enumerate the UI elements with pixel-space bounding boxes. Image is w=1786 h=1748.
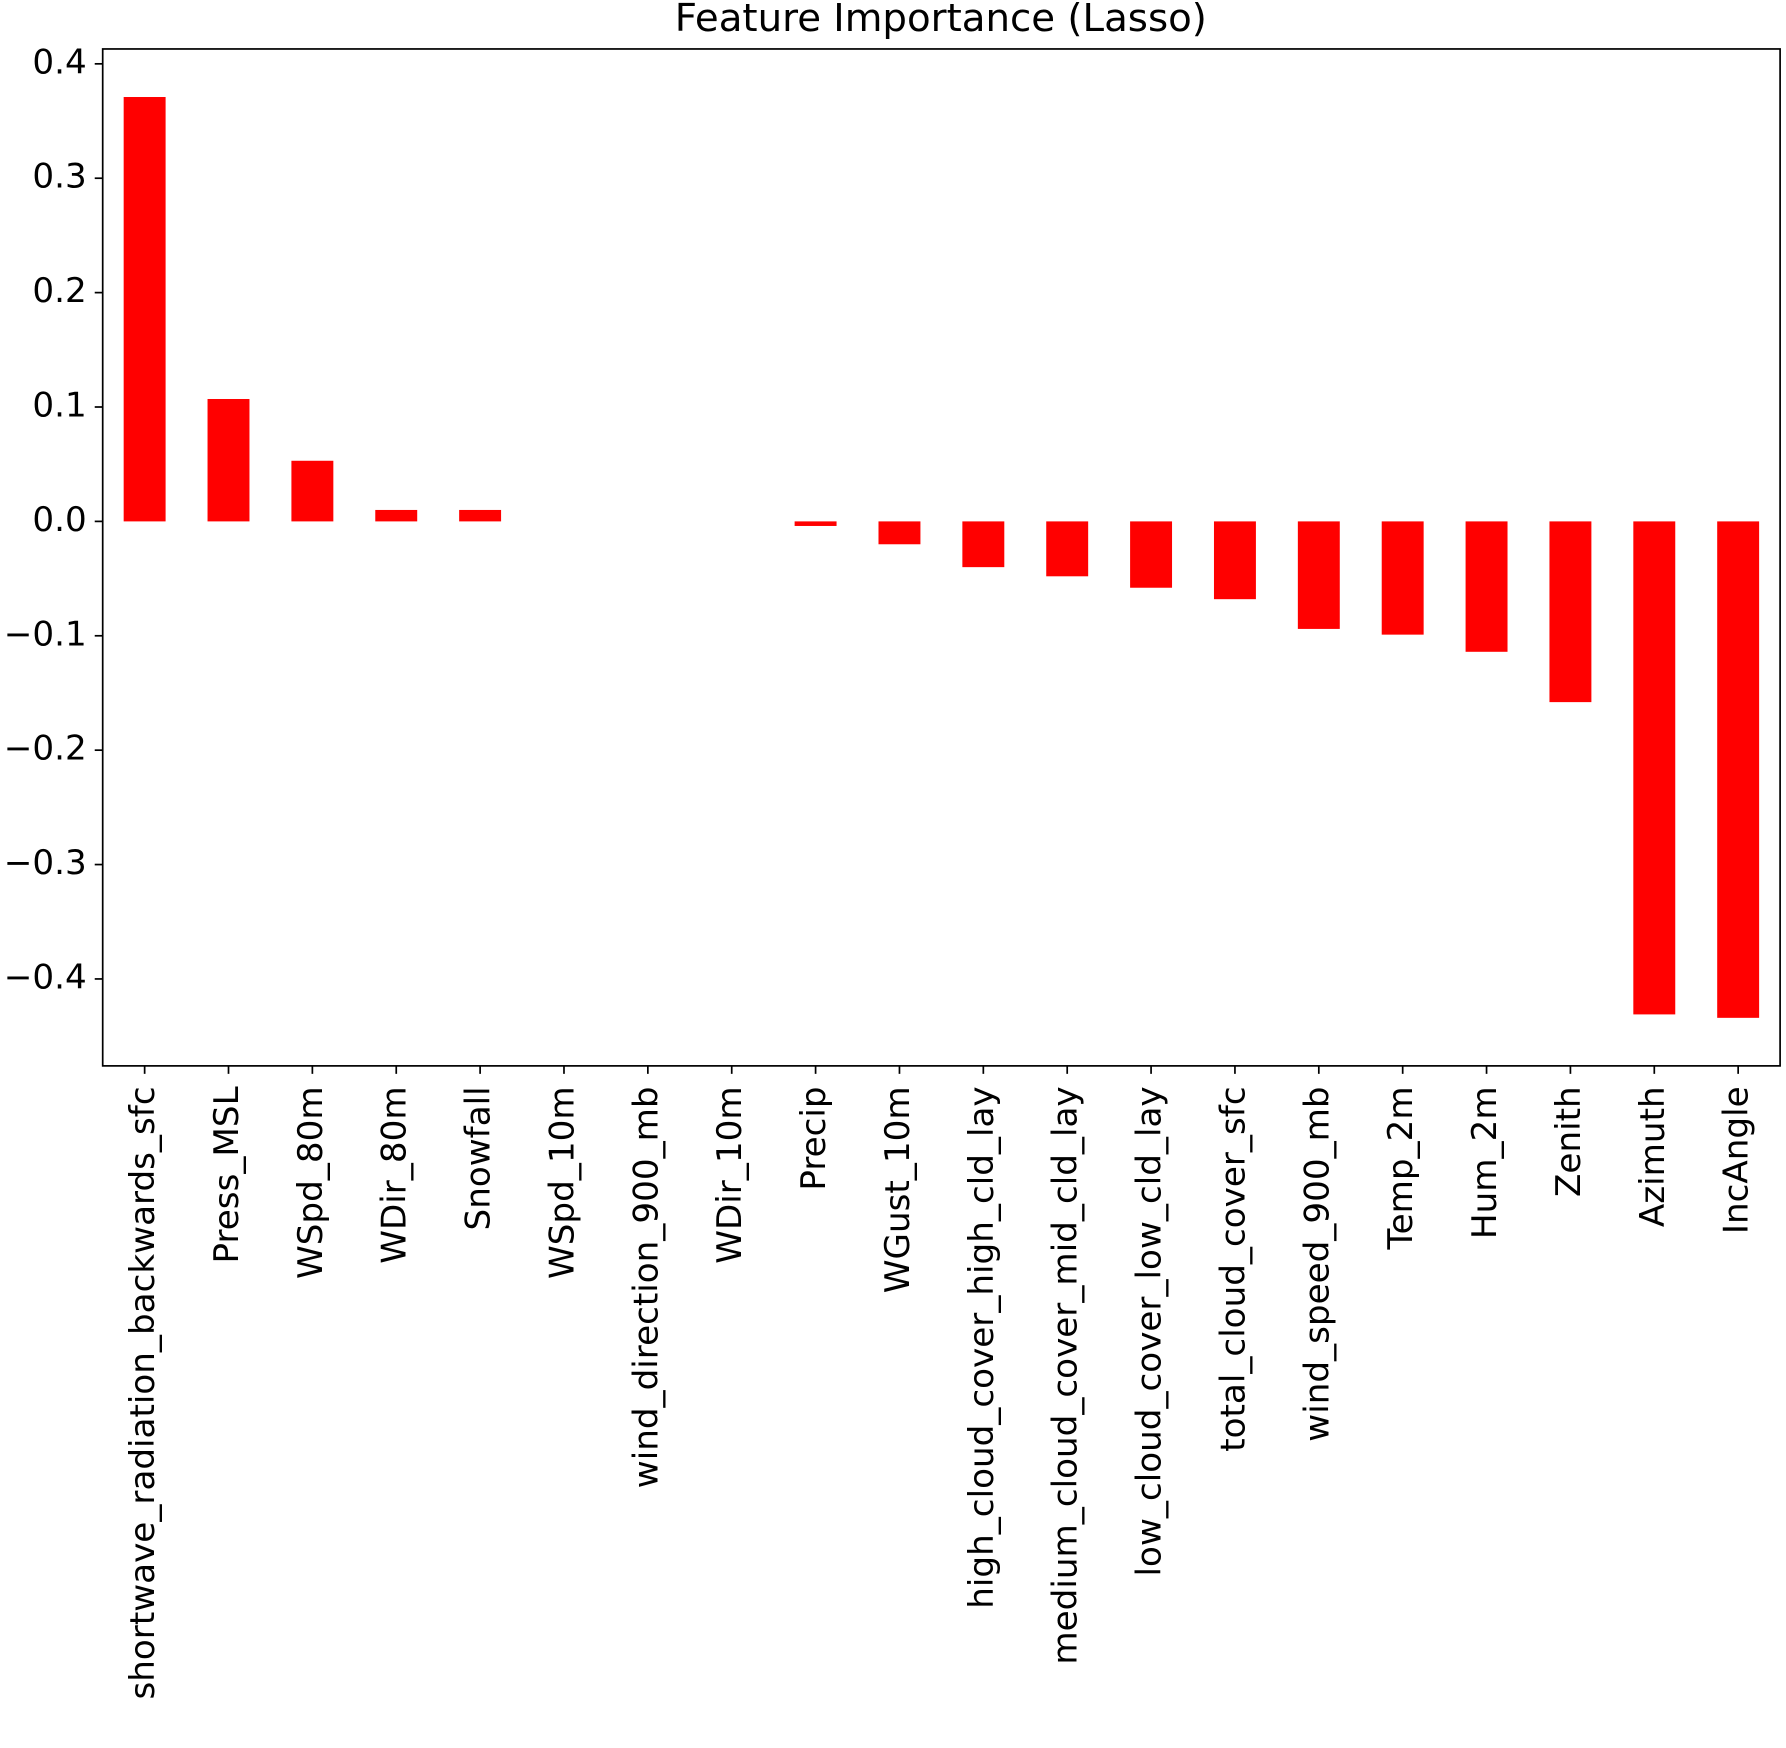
x-tick-label: wind_direction_900_mb — [626, 1086, 666, 1488]
x-tick-label: IncAngle — [1717, 1086, 1757, 1234]
bar — [459, 509, 502, 522]
x-tick-label: Azimuth — [1633, 1086, 1673, 1227]
y-tick-label: −0.1 — [4, 614, 87, 654]
x-tick-label: WDir_80m — [375, 1086, 415, 1263]
x-tick-label: shortwave_radiation_backwards_sfc — [123, 1086, 163, 1699]
y-tick-label: 0.2 — [32, 271, 86, 311]
plot-frame — [101, 48, 1781, 1067]
chart-title: Feature Importance (Lasso) — [675, 0, 1207, 41]
bar — [1465, 521, 1508, 652]
x-tick-label: WDir_10m — [710, 1086, 750, 1263]
y-tick-label: 0.1 — [32, 386, 86, 426]
y-tick-label: 0.0 — [32, 500, 86, 540]
bar — [207, 398, 250, 522]
y-tick-label: −0.2 — [4, 729, 87, 769]
x-tick-label: WSpd_10m — [542, 1086, 582, 1279]
x-tick-label: WGust_10m — [878, 1086, 918, 1293]
x-tick-label: wind_speed_900_mb — [1297, 1086, 1337, 1441]
y-tick-label: 0.4 — [32, 42, 86, 82]
bar — [291, 460, 334, 522]
y-tick-label: −0.3 — [4, 843, 87, 883]
bar — [878, 521, 921, 545]
bar — [1046, 521, 1089, 577]
y-tick-label: 0.3 — [32, 157, 86, 197]
x-tick-label: Snowfall — [459, 1086, 499, 1230]
bar — [962, 521, 1005, 568]
bar — [1717, 521, 1760, 1018]
x-tick-label: Precip — [794, 1086, 834, 1190]
bar — [1381, 521, 1424, 635]
x-tick-label: low_cloud_cover_low_cld_lay — [1130, 1086, 1170, 1576]
x-tick-label: WSpd_80m — [291, 1086, 331, 1279]
bar — [123, 97, 166, 522]
x-tick-label: high_cloud_cover_high_cld_lay — [962, 1086, 1002, 1608]
bar — [375, 509, 418, 522]
bar — [1297, 521, 1340, 629]
bar — [1549, 521, 1592, 703]
x-tick-label: Temp_2m — [1381, 1086, 1421, 1250]
x-tick-label: medium_cloud_cover_mid_cld_lay — [1046, 1086, 1086, 1664]
x-tick-label: Hum_2m — [1465, 1086, 1505, 1239]
bar — [1130, 521, 1173, 588]
bar — [1633, 521, 1676, 1015]
bar — [794, 521, 837, 526]
x-tick-label: Press_MSL — [207, 1086, 247, 1263]
x-tick-label: total_cloud_cover_sfc — [1213, 1086, 1253, 1451]
x-tick-label: Zenith — [1549, 1086, 1589, 1197]
bar — [1213, 521, 1256, 600]
y-tick-label: −0.4 — [4, 957, 87, 997]
